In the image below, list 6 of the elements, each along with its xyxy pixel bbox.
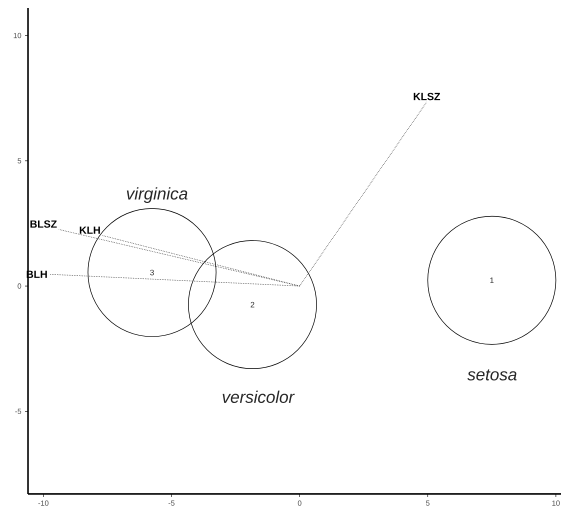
- annotation: virginica: [126, 187, 188, 203]
- annotation: setosa: [467, 369, 517, 380]
- series-label: KLSZ: [414, 92, 440, 100]
- series-label: KLH: [80, 226, 100, 234]
- series-label: BLSZ: [30, 220, 57, 228]
- annotation: versicolor: [222, 390, 295, 404]
